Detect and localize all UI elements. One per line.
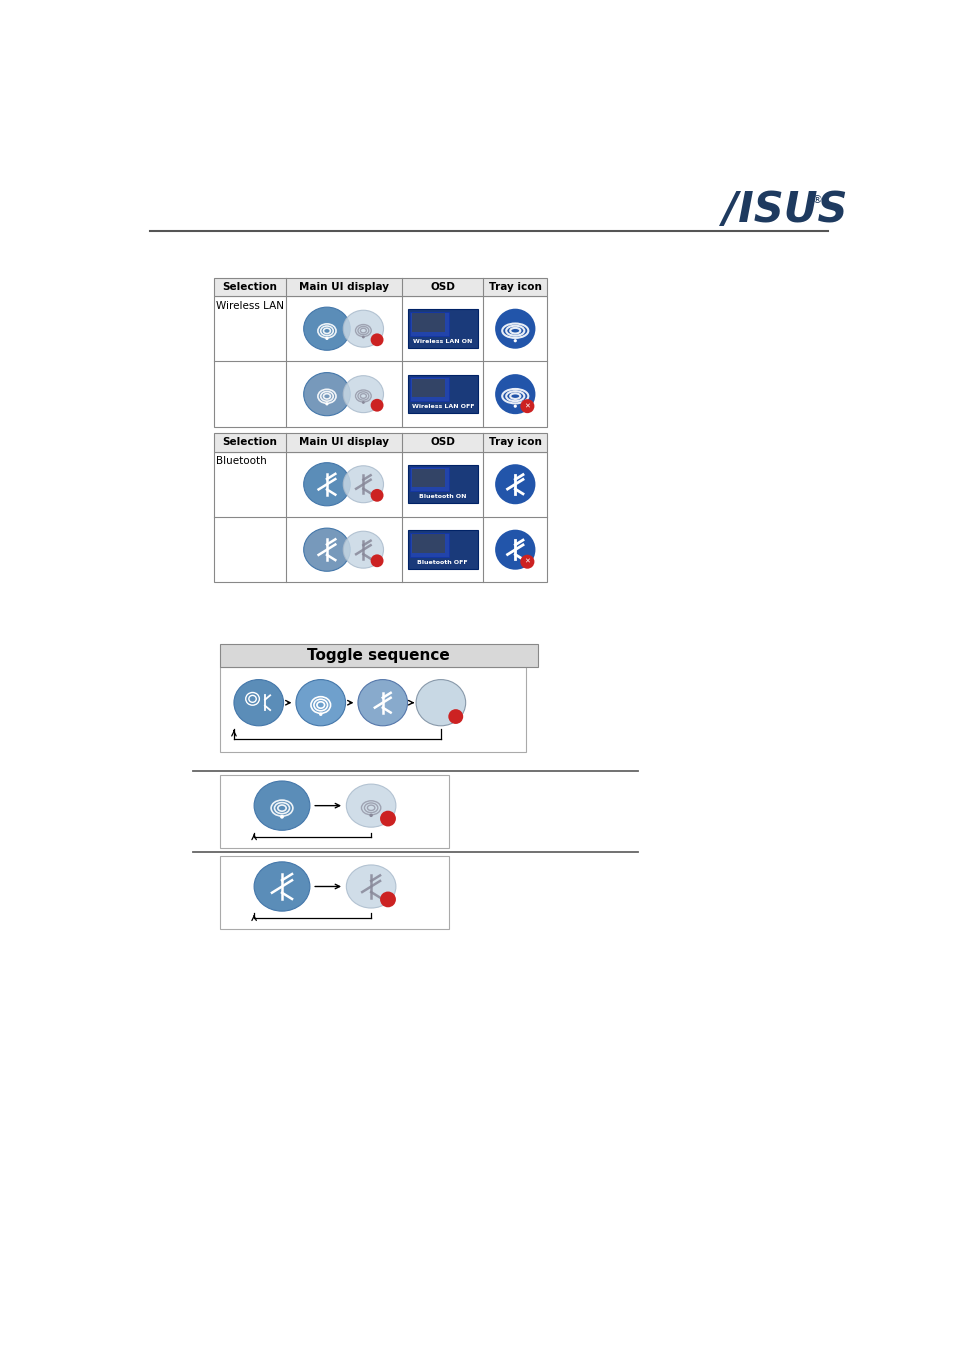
- Circle shape: [371, 333, 383, 346]
- Text: ✕: ✕: [524, 559, 530, 564]
- Bar: [410, 533, 448, 556]
- Ellipse shape: [357, 679, 407, 726]
- Ellipse shape: [303, 463, 350, 506]
- Ellipse shape: [303, 373, 350, 416]
- Bar: [220, 775, 448, 848]
- Bar: [408, 309, 477, 348]
- Text: Main UI display: Main UI display: [298, 282, 389, 292]
- Bar: [213, 433, 546, 451]
- Circle shape: [513, 405, 517, 408]
- Bar: [220, 856, 448, 929]
- Bar: [410, 312, 448, 336]
- Text: Bluetooth OFF: Bluetooth OFF: [417, 559, 468, 564]
- Bar: [408, 464, 477, 504]
- Circle shape: [379, 891, 395, 907]
- Bar: [412, 313, 445, 332]
- Text: Bluetooth: Bluetooth: [216, 456, 267, 466]
- Circle shape: [379, 811, 395, 826]
- Bar: [408, 375, 477, 413]
- Ellipse shape: [343, 310, 383, 347]
- Text: Wireless LAN OFF: Wireless LAN OFF: [411, 404, 474, 409]
- Bar: [220, 644, 537, 667]
- Circle shape: [325, 336, 328, 340]
- Text: Main UI display: Main UI display: [298, 437, 389, 447]
- Ellipse shape: [346, 784, 395, 828]
- Ellipse shape: [343, 531, 383, 568]
- Text: Selection: Selection: [222, 437, 277, 447]
- Bar: [213, 451, 546, 582]
- Circle shape: [519, 400, 534, 413]
- Bar: [408, 531, 477, 568]
- Text: Tray icon: Tray icon: [488, 282, 541, 292]
- Circle shape: [371, 398, 383, 412]
- Ellipse shape: [253, 782, 310, 830]
- Circle shape: [448, 709, 463, 724]
- Text: Toggle sequence: Toggle sequence: [307, 648, 450, 663]
- Bar: [213, 278, 546, 296]
- Circle shape: [325, 402, 328, 405]
- Circle shape: [371, 489, 383, 502]
- Text: Bluetooth ON: Bluetooth ON: [418, 494, 466, 499]
- Ellipse shape: [233, 679, 283, 726]
- Text: /ISUS: /ISUS: [722, 189, 847, 231]
- Circle shape: [369, 814, 373, 817]
- Circle shape: [495, 374, 535, 414]
- Ellipse shape: [303, 528, 350, 571]
- Ellipse shape: [303, 308, 350, 350]
- Text: Selection: Selection: [222, 282, 277, 292]
- Circle shape: [280, 815, 284, 818]
- Bar: [412, 535, 445, 552]
- Circle shape: [519, 555, 534, 568]
- Ellipse shape: [416, 679, 465, 726]
- Circle shape: [495, 309, 535, 348]
- Bar: [213, 296, 546, 427]
- Ellipse shape: [295, 679, 345, 726]
- Text: ®: ®: [810, 196, 821, 205]
- Text: Tray icon: Tray icon: [488, 437, 541, 447]
- Ellipse shape: [343, 375, 383, 413]
- Ellipse shape: [253, 861, 310, 911]
- Circle shape: [361, 336, 364, 339]
- Circle shape: [495, 529, 535, 570]
- Bar: [412, 379, 445, 397]
- Circle shape: [513, 339, 517, 343]
- Text: OSD: OSD: [430, 437, 455, 447]
- Text: Wireless LAN ON: Wireless LAN ON: [413, 339, 472, 343]
- Ellipse shape: [346, 865, 395, 909]
- Text: ✕: ✕: [524, 404, 530, 409]
- Circle shape: [495, 464, 535, 505]
- Bar: [410, 467, 448, 491]
- Circle shape: [361, 401, 364, 404]
- Ellipse shape: [343, 466, 383, 502]
- Bar: [410, 377, 448, 401]
- Bar: [220, 667, 525, 752]
- Circle shape: [318, 713, 322, 716]
- Circle shape: [371, 555, 383, 567]
- Bar: [412, 468, 445, 487]
- Text: OSD: OSD: [430, 282, 455, 292]
- Text: Wireless LAN: Wireless LAN: [216, 301, 284, 310]
